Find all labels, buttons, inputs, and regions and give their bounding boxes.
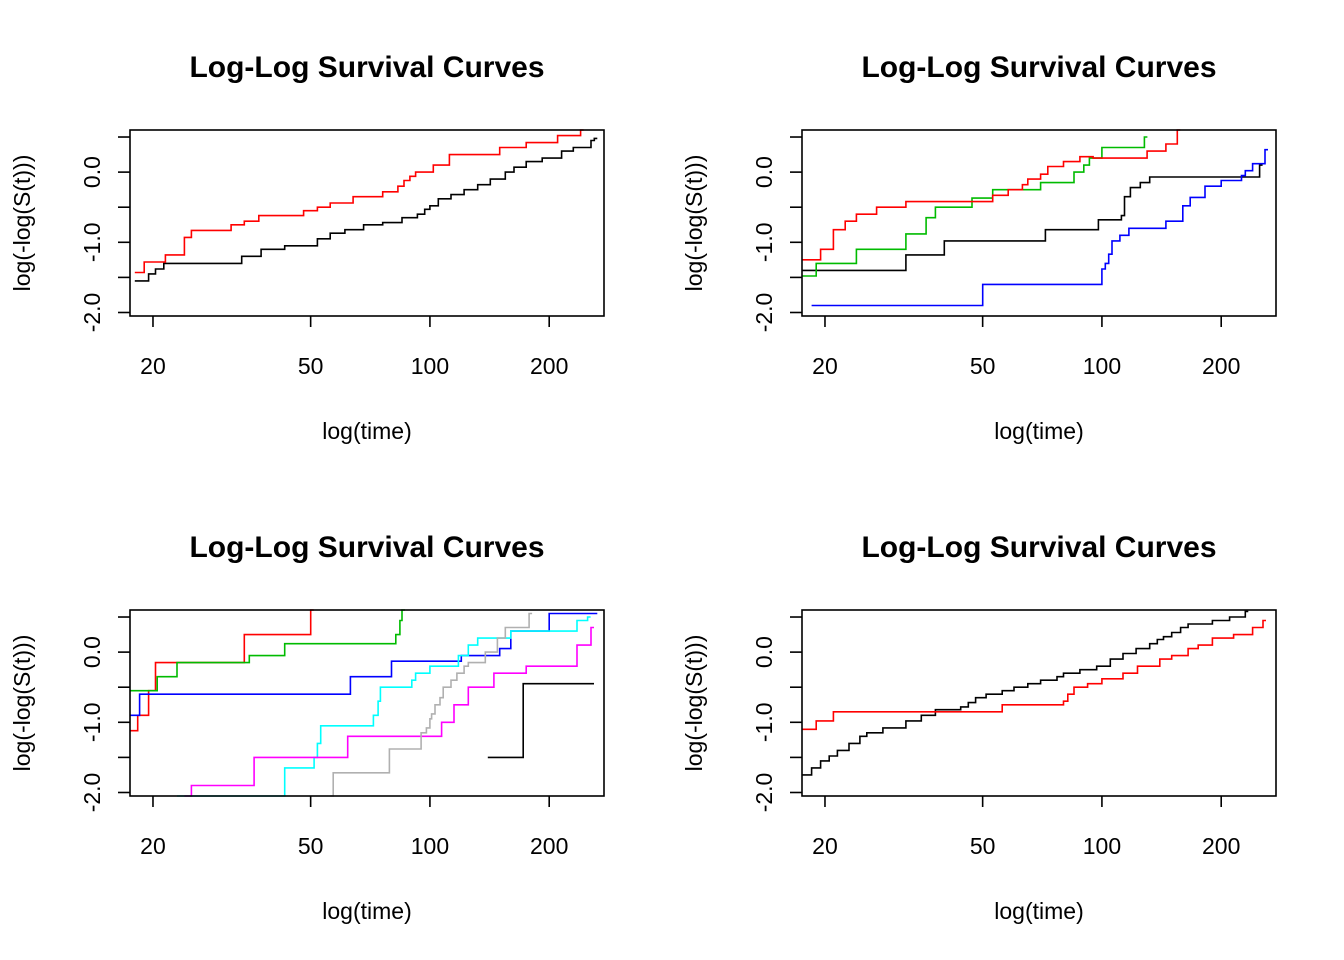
panel-1-y-tick-label-0: -2.0 bbox=[79, 293, 105, 333]
panel-1-y-axis-label: log(-log(S(t))) bbox=[9, 155, 35, 292]
panel-2-y-axis: -2.0 -1.0 0.0 bbox=[751, 136, 802, 333]
panel-3: Log-Log Survival Curves 20 50 100 200 -2.0-… bbox=[9, 531, 605, 924]
panel-3-series-1-line bbox=[130, 609, 314, 732]
panel-1-x-tick-label-50: 50 bbox=[298, 353, 324, 379]
panel-2-series-2-line bbox=[811, 148, 1268, 307]
panel-1-x-axis: 20 50 100 200 bbox=[140, 316, 568, 379]
panel-3-x-tick-label-200: 200 bbox=[530, 833, 568, 859]
panel-2-y-tick-label-4: 0.0 bbox=[751, 156, 777, 188]
panel-4-y-tick-label-0: -2.0 bbox=[751, 773, 777, 813]
panel-3-series-4-line bbox=[177, 616, 591, 797]
panel-4-y-tick-label-4: 0.0 bbox=[751, 636, 777, 668]
panel-3-x-axis-label: log(time) bbox=[322, 898, 411, 924]
panel-4-x-tick-label-20: 20 bbox=[812, 833, 838, 859]
panel-4: Log-Log Survival Curves 20 50 100 200 -2.0-… bbox=[681, 531, 1277, 924]
panel-3-series-2-line bbox=[130, 609, 405, 692]
panel-4-y-tick-label-2: -1.0 bbox=[751, 702, 777, 742]
panel-3-y-axis-label: log(-log(S(t))) bbox=[9, 635, 35, 772]
panel-2-x-axis-label: log(time) bbox=[994, 418, 1083, 444]
panel-3-y-axis: -2.0 -1.0 0.0 bbox=[79, 616, 130, 813]
panel-3-x-axis: 20 50 100 200 bbox=[140, 796, 568, 859]
panel-1-y-tick-label-4: 0.0 bbox=[79, 156, 105, 188]
panel-2-y-tick-label-0: -2.0 bbox=[751, 293, 777, 333]
panel-1-y-tick-label-2: -1.0 bbox=[79, 222, 105, 262]
panel-3-series bbox=[130, 609, 598, 797]
panel-4-frame bbox=[801, 609, 1277, 797]
panel-3-x-tick-label-20: 20 bbox=[140, 833, 166, 859]
panel-2-series-4-line bbox=[802, 129, 1181, 261]
panel-2-series-1-line bbox=[802, 164, 1263, 272]
panel-2-x-axis: 20 50 100 200 bbox=[812, 316, 1240, 379]
panel-2-x-tick-label-20: 20 bbox=[812, 353, 838, 379]
panel-2-y-axis-label: log(-log(S(t))) bbox=[681, 155, 707, 292]
panel-3-series-6-line bbox=[330, 612, 533, 797]
panel-4-x-tick-label-200: 200 bbox=[1202, 833, 1240, 859]
panel-1-series-1-line bbox=[134, 137, 598, 282]
panel-3-y-tick-label-2: -1.0 bbox=[79, 702, 105, 742]
panel-3-frame bbox=[129, 609, 605, 797]
panel-1-x-axis-label: log(time) bbox=[322, 418, 411, 444]
panel-4-series-1-line bbox=[802, 610, 1249, 776]
panel-2: Log-Log Survival Curves 20 50 100 200 -2.0-… bbox=[681, 51, 1277, 444]
panel-2-title: Log-Log Survival Curves bbox=[861, 51, 1216, 84]
panel-4-title: Log-Log Survival Curves bbox=[861, 531, 1216, 564]
panel-4-series bbox=[802, 610, 1266, 776]
panel-2-x-tick-label-200: 200 bbox=[1202, 353, 1240, 379]
panel-3-y-tick-label-4: 0.0 bbox=[79, 636, 105, 668]
panel-2-y-tick-label-2: -1.0 bbox=[751, 222, 777, 262]
panel-1-x-tick-label-100: 100 bbox=[411, 353, 449, 379]
panel-4-x-axis-label: log(time) bbox=[994, 898, 1083, 924]
panel-1-frame bbox=[129, 129, 605, 317]
panel-3-title: Log-Log Survival Curves bbox=[189, 531, 544, 564]
panel-2-frame bbox=[801, 129, 1277, 317]
panel-1-x-tick-label-200: 200 bbox=[530, 353, 568, 379]
panel-2-x-tick-label-50: 50 bbox=[970, 353, 996, 379]
panel-1-x-tick-label-20: 20 bbox=[140, 353, 166, 379]
panel-3-series-7-line bbox=[487, 682, 594, 759]
panel-4-y-axis-label: log(-log(S(t))) bbox=[681, 635, 707, 772]
panel-4-series-2-line bbox=[802, 619, 1266, 731]
panel-3-y-tick-label-0: -2.0 bbox=[79, 773, 105, 813]
panel-1-series-2-line bbox=[134, 129, 584, 274]
panel-2-x-tick-label-100: 100 bbox=[1083, 353, 1121, 379]
panel-3-x-tick-label-50: 50 bbox=[298, 833, 324, 859]
panel-2-series bbox=[802, 129, 1268, 307]
panel-1: Log-Log Survival Curves 20 50 100 200 -2.0-… bbox=[9, 51, 605, 444]
panel-4-x-tick-label-50: 50 bbox=[970, 833, 996, 859]
panel-4-y-axis: -2.0 -1.0 0.0 bbox=[751, 616, 802, 813]
panel-1-series bbox=[134, 129, 598, 282]
panel-4-x-axis: 20 50 100 200 bbox=[812, 796, 1240, 859]
panel-4-x-tick-label-100: 100 bbox=[1083, 833, 1121, 859]
panel-1-y-axis: -2.0 -1.0 0.0 bbox=[79, 136, 130, 333]
panel-1-title: Log-Log Survival Curves bbox=[189, 51, 544, 84]
panel-3-series-5-line bbox=[184, 626, 594, 797]
panel-3-x-tick-label-100: 100 bbox=[411, 833, 449, 859]
